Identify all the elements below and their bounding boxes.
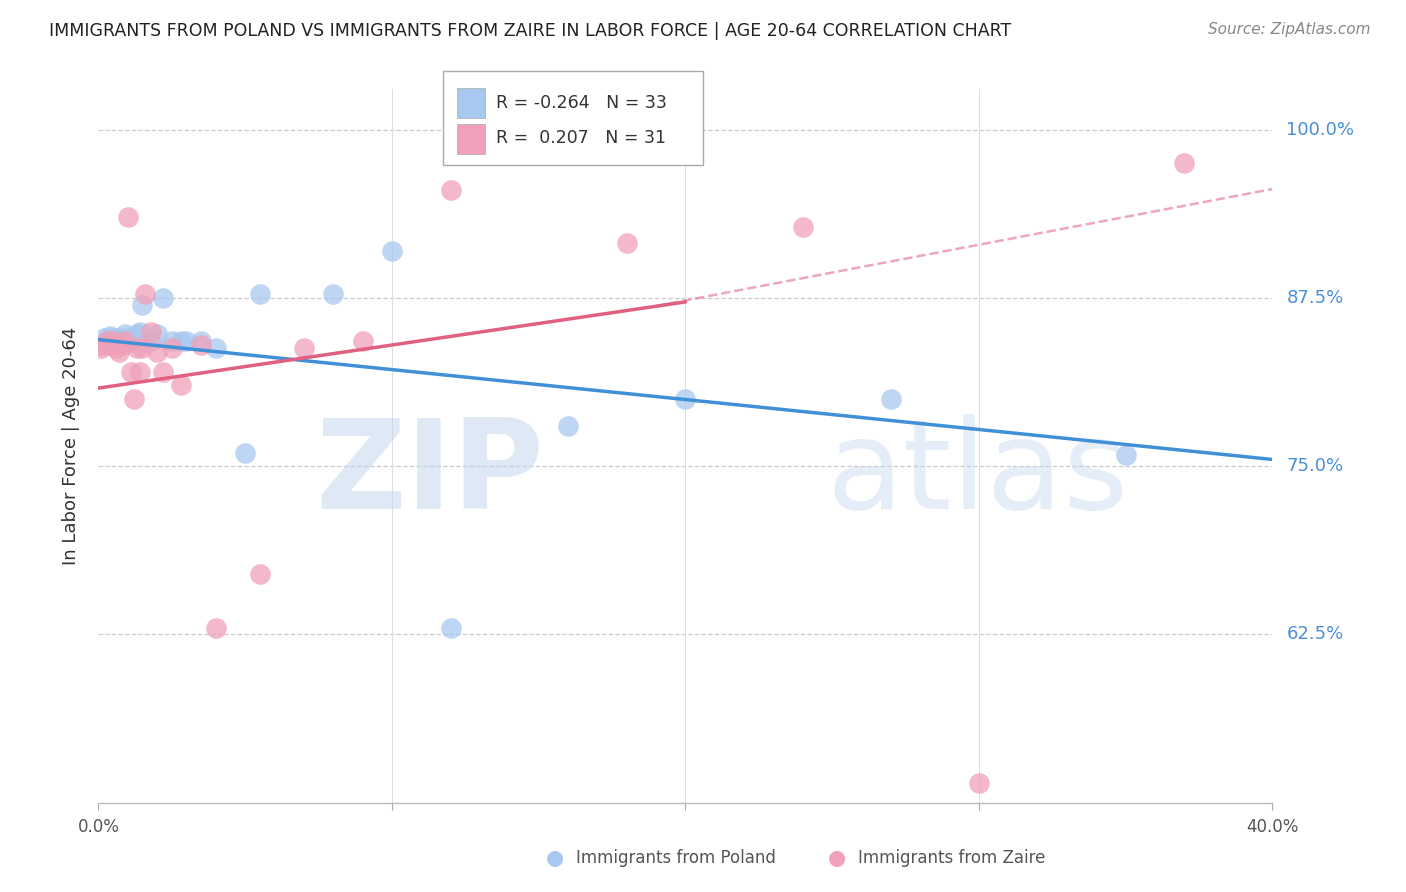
Point xyxy=(125,327,148,342)
Point xyxy=(117,210,139,224)
Text: ●: ● xyxy=(828,848,845,868)
Point xyxy=(439,183,461,197)
Point xyxy=(98,338,121,352)
Text: ●: ● xyxy=(547,848,564,868)
Point xyxy=(160,341,183,355)
Point xyxy=(176,334,198,348)
Point xyxy=(108,331,131,345)
Point xyxy=(134,286,156,301)
Point xyxy=(111,338,134,352)
Point xyxy=(967,775,990,789)
Point xyxy=(90,341,112,355)
Point xyxy=(557,418,579,433)
Point xyxy=(169,378,191,392)
Point xyxy=(128,325,150,339)
Point xyxy=(439,621,461,635)
Text: Immigrants from Poland: Immigrants from Poland xyxy=(576,849,776,867)
Point xyxy=(233,446,256,460)
Point xyxy=(105,341,128,355)
Point xyxy=(675,392,697,406)
Point xyxy=(381,244,404,258)
Point xyxy=(98,328,121,343)
Point xyxy=(141,325,163,339)
Point xyxy=(322,286,344,301)
Point xyxy=(114,334,136,348)
Text: IMMIGRANTS FROM POLAND VS IMMIGRANTS FROM ZAIRE IN LABOR FORCE | AGE 20-64 CORRE: IMMIGRANTS FROM POLAND VS IMMIGRANTS FRO… xyxy=(49,22,1011,40)
Point xyxy=(1173,156,1195,170)
Point xyxy=(190,338,212,352)
Point xyxy=(169,334,191,348)
Text: ZIP: ZIP xyxy=(316,414,544,535)
Point xyxy=(205,621,228,635)
Point xyxy=(160,334,183,348)
Point xyxy=(120,365,142,379)
Point xyxy=(105,334,128,348)
Point xyxy=(122,331,145,345)
Point xyxy=(125,341,148,355)
Text: 75.0%: 75.0% xyxy=(1286,458,1344,475)
Point xyxy=(880,392,903,406)
Point xyxy=(352,334,374,348)
Point xyxy=(152,291,174,305)
Point xyxy=(792,219,814,234)
Point xyxy=(93,331,115,345)
Point xyxy=(96,334,118,348)
Text: Immigrants from Zaire: Immigrants from Zaire xyxy=(858,849,1045,867)
Point xyxy=(292,341,315,355)
Point xyxy=(190,334,212,348)
Text: 100.0%: 100.0% xyxy=(1286,120,1354,138)
Point xyxy=(249,566,271,581)
Point xyxy=(101,334,124,348)
Y-axis label: In Labor Force | Age 20-64: In Labor Force | Age 20-64 xyxy=(62,326,80,566)
Point xyxy=(108,344,131,359)
Point xyxy=(96,334,118,348)
Point xyxy=(141,334,163,348)
Text: R = -0.264   N = 33: R = -0.264 N = 33 xyxy=(496,94,668,112)
Point xyxy=(128,365,150,379)
Point xyxy=(616,235,638,250)
Text: 87.5%: 87.5% xyxy=(1286,289,1344,307)
Point xyxy=(146,344,169,359)
Point xyxy=(134,334,156,348)
Point xyxy=(205,341,228,355)
Point xyxy=(114,327,136,342)
Text: atlas: atlas xyxy=(827,414,1129,535)
Point xyxy=(152,365,174,379)
Point xyxy=(93,338,115,352)
Point xyxy=(1115,449,1137,463)
Point xyxy=(101,331,124,345)
Point xyxy=(111,334,134,348)
Text: Source: ZipAtlas.com: Source: ZipAtlas.com xyxy=(1208,22,1371,37)
Point xyxy=(249,286,271,301)
Point xyxy=(122,392,145,406)
Point xyxy=(131,298,153,312)
Text: R =  0.207   N = 31: R = 0.207 N = 31 xyxy=(496,129,666,147)
Point xyxy=(146,327,169,342)
Point xyxy=(90,338,112,352)
Point xyxy=(117,331,139,345)
Point xyxy=(120,335,142,350)
Point xyxy=(131,341,153,355)
Text: 62.5%: 62.5% xyxy=(1286,625,1344,643)
